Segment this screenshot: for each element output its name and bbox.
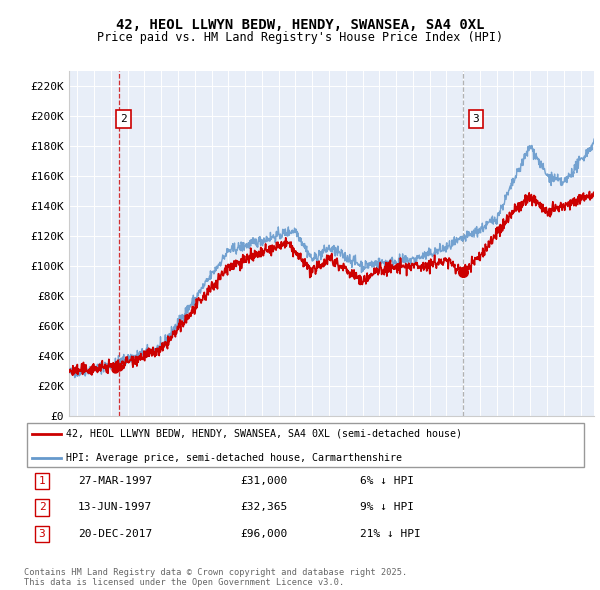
Text: 42, HEOL LLWYN BEDW, HENDY, SWANSEA, SA4 0XL: 42, HEOL LLWYN BEDW, HENDY, SWANSEA, SA4… — [116, 18, 484, 32]
Text: 20-DEC-2017: 20-DEC-2017 — [78, 529, 152, 539]
Text: 1: 1 — [38, 476, 46, 486]
Text: 9% ↓ HPI: 9% ↓ HPI — [360, 503, 414, 512]
Text: 3: 3 — [473, 114, 479, 124]
Text: Contains HM Land Registry data © Crown copyright and database right 2025.
This d: Contains HM Land Registry data © Crown c… — [24, 568, 407, 587]
Text: £32,365: £32,365 — [240, 503, 287, 512]
Text: 42, HEOL LLWYN BEDW, HENDY, SWANSEA, SA4 0XL (semi-detached house): 42, HEOL LLWYN BEDW, HENDY, SWANSEA, SA4… — [66, 429, 463, 439]
Text: Price paid vs. HM Land Registry's House Price Index (HPI): Price paid vs. HM Land Registry's House … — [97, 31, 503, 44]
Text: HPI: Average price, semi-detached house, Carmarthenshire: HPI: Average price, semi-detached house,… — [66, 453, 403, 463]
FancyBboxPatch shape — [27, 423, 584, 467]
Text: £96,000: £96,000 — [240, 529, 287, 539]
Text: 27-MAR-1997: 27-MAR-1997 — [78, 476, 152, 486]
Text: 2: 2 — [121, 114, 127, 124]
Text: 2: 2 — [38, 503, 46, 512]
Text: 6% ↓ HPI: 6% ↓ HPI — [360, 476, 414, 486]
Text: 21% ↓ HPI: 21% ↓ HPI — [360, 529, 421, 539]
Text: 13-JUN-1997: 13-JUN-1997 — [78, 503, 152, 512]
Text: £31,000: £31,000 — [240, 476, 287, 486]
Text: 3: 3 — [38, 529, 46, 539]
